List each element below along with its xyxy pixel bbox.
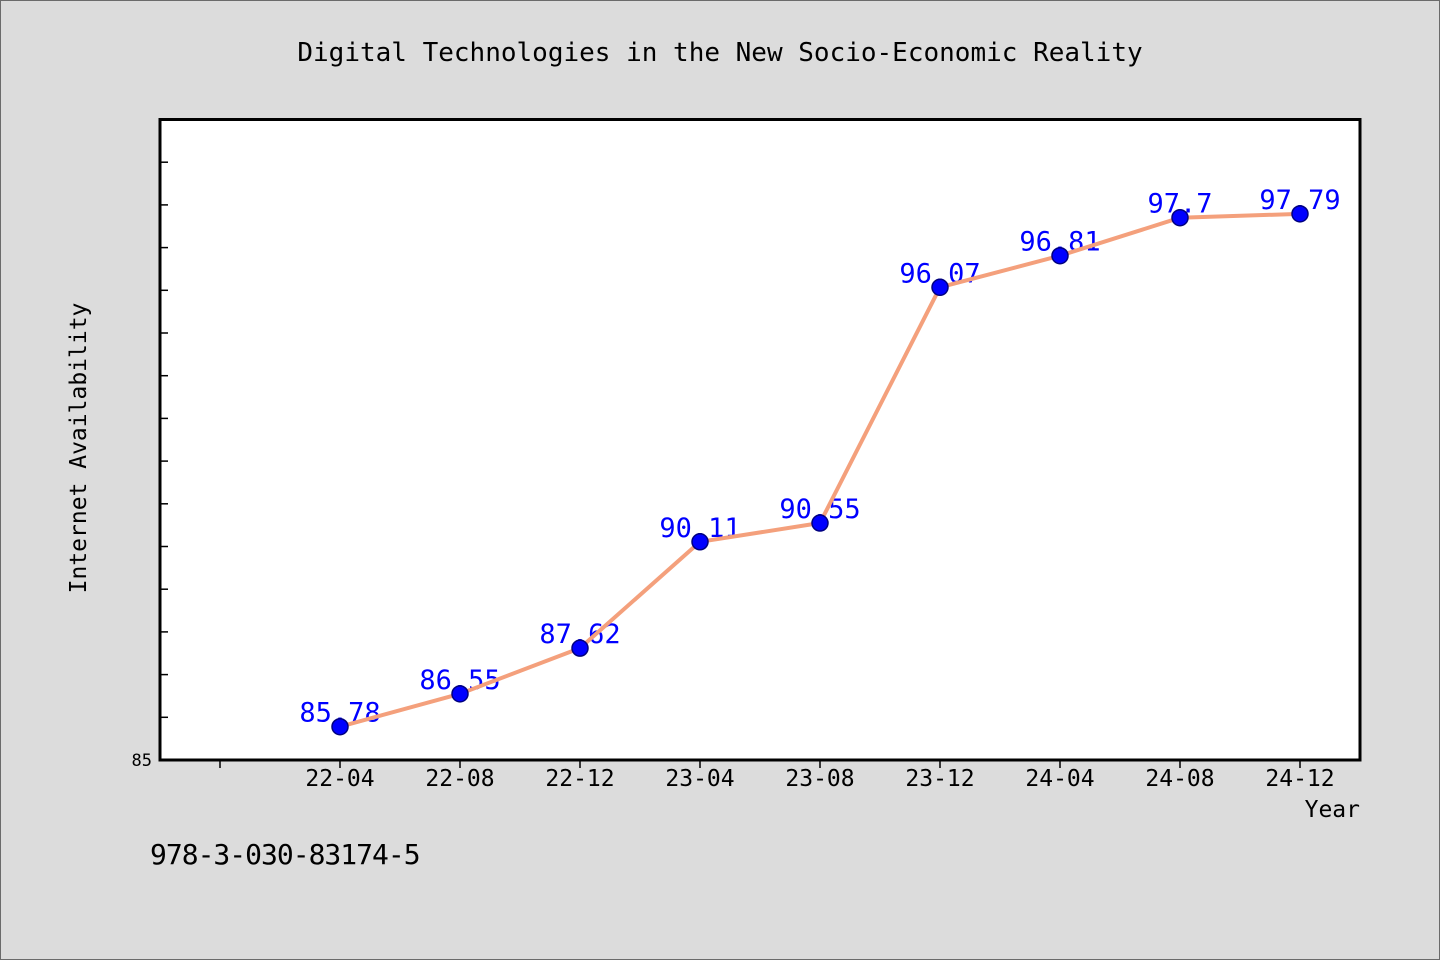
x-tick-label-22-12: 22-12 <box>545 766 614 792</box>
x-tick-label-24-04: 24-04 <box>1025 766 1094 792</box>
data-point-23-04 <box>691 533 709 551</box>
x-tick-label-22-08: 22-08 <box>425 766 494 792</box>
x-axis-ticks <box>219 761 1301 768</box>
x-tick-label-23-08: 23-08 <box>785 766 854 792</box>
data-point-22-04 <box>331 717 349 736</box>
x-axis-label: Year <box>1305 797 1360 823</box>
x-axis-tick-labels: 22-04 22-08 22-12 23-04 23-08 23-12 24-04 24-08… <box>305 766 1334 792</box>
data-point-22-12 <box>571 639 589 657</box>
data-points <box>331 205 1309 736</box>
x-tick-label-23-12: 23-12 <box>905 766 974 792</box>
x-tick-label-24-12: 24-12 <box>1265 766 1334 792</box>
data-point-23-12 <box>931 278 949 297</box>
footer-code: 978-3-030-83174-5 <box>150 838 420 871</box>
data-point-24-04 <box>1051 246 1069 265</box>
data-point-22-08 <box>451 685 469 703</box>
data-point-24-08 <box>1171 208 1189 227</box>
data-point-23-08 <box>811 514 829 532</box>
x-tick-label-22-04: 22-04 <box>305 766 374 792</box>
x-tick-label-24-08: 24-08 <box>1145 766 1214 792</box>
data-point-24-12 <box>1291 205 1309 223</box>
chart-title: Digital Technologies in the New Socio-Ec… <box>297 38 1142 68</box>
y-axis-label: Internet Availability <box>66 303 92 594</box>
plot-area <box>158 118 1362 762</box>
y-axis-ticks <box>161 161 168 719</box>
x-tick-label-23-04: 23-04 <box>665 766 734 792</box>
y-tick-label: 85 <box>132 751 152 771</box>
